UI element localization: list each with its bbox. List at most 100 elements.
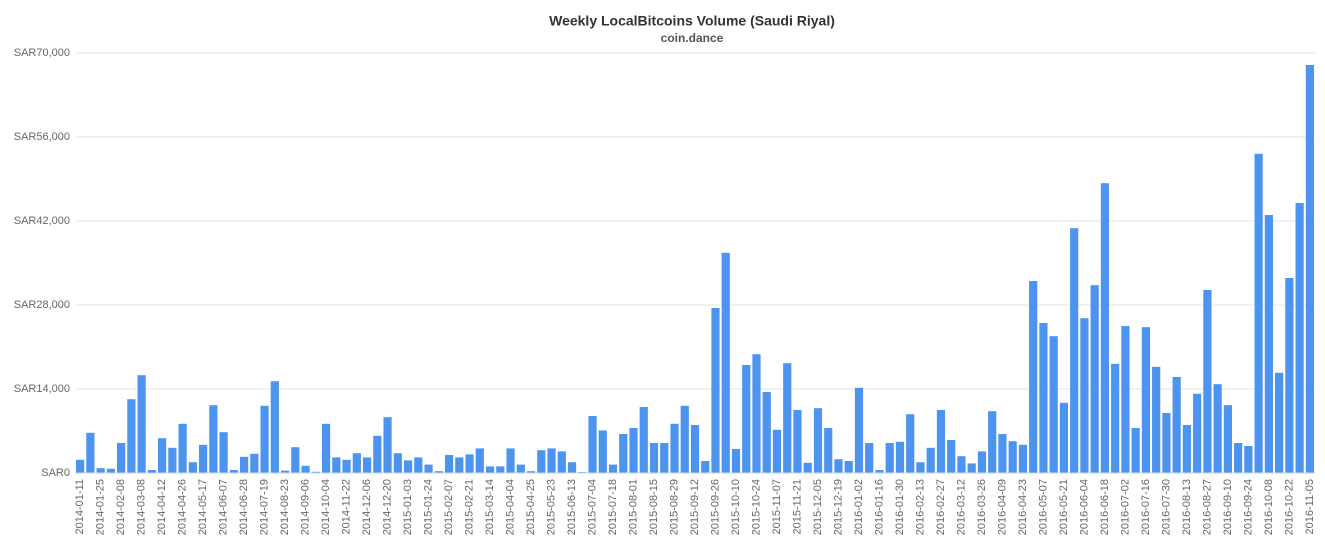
x-tick-label: 2015-11-07 <box>771 479 783 534</box>
bar <box>1131 428 1140 473</box>
bar <box>752 354 761 473</box>
x-tick-label: 2016-01-16 <box>873 479 885 535</box>
x-tick-label: 2016-07-16 <box>1140 479 1152 535</box>
bar <box>1275 372 1284 473</box>
x-tick-label: 2015-06-13 <box>566 479 578 535</box>
y-tick-label: SAR28,000 <box>14 299 70 311</box>
bar <box>260 405 269 473</box>
bar <box>86 432 95 473</box>
x-tick-label: 2016-07-02 <box>1119 479 1131 535</box>
y-tick-label: SAR0 <box>41 467 70 479</box>
bar <box>557 451 566 473</box>
x-tick-label: 2015-01-03 <box>402 479 414 535</box>
bar <box>885 443 894 473</box>
x-tick-label: 2015-12-19 <box>832 479 844 535</box>
x-tick-label: 2015-08-15 <box>648 479 660 535</box>
bar <box>117 443 126 473</box>
bar <box>988 411 997 473</box>
x-tick-label: 2015-08-29 <box>668 479 680 535</box>
y-tick-label: SAR70,000 <box>14 47 70 59</box>
bar <box>947 440 956 473</box>
bar <box>1254 153 1263 474</box>
x-tick-label: 2015-05-23 <box>545 479 557 535</box>
bar <box>690 425 700 473</box>
bar <box>998 434 1007 473</box>
bar <box>1305 65 1314 473</box>
x-tick-label: 2016-09-10 <box>1222 479 1234 535</box>
bar <box>865 443 874 473</box>
bar <box>1295 203 1304 473</box>
bar <box>496 466 505 473</box>
bar <box>137 375 146 473</box>
bar <box>1162 413 1171 473</box>
bar <box>506 448 515 473</box>
bar <box>1182 425 1191 473</box>
bar <box>1090 285 1099 473</box>
bar <box>629 428 638 473</box>
bar <box>793 410 802 473</box>
bar <box>127 399 136 473</box>
bar <box>1223 405 1232 473</box>
y-tick-label: SAR14,000 <box>14 383 70 395</box>
bar <box>1244 446 1253 473</box>
bar <box>721 252 730 473</box>
bar <box>608 464 618 473</box>
x-tick-label: 2014-05-17 <box>197 479 209 535</box>
x-tick-label: 2016-03-12 <box>955 479 967 535</box>
bar <box>516 464 525 473</box>
x-tick-label: 2015-02-07 <box>443 479 455 535</box>
bar <box>957 456 966 473</box>
bar <box>444 455 454 473</box>
x-tick-label: 2016-11-05 <box>1304 479 1316 534</box>
bar <box>1234 443 1243 473</box>
bar <box>373 435 382 473</box>
x-tick-label: 2016-08-13 <box>1181 479 1193 535</box>
x-tick-label: 2015-07-04 <box>586 479 598 535</box>
bar <box>906 414 915 473</box>
bar <box>291 447 300 473</box>
bar <box>1049 336 1058 473</box>
x-tick-label: 2016-06-18 <box>1099 479 1111 535</box>
bar <box>455 457 464 473</box>
bar <box>731 449 741 473</box>
bar <box>1018 444 1028 473</box>
x-tick-label: 2015-09-12 <box>689 479 701 535</box>
bar <box>403 460 413 473</box>
bar <box>465 454 474 473</box>
bar <box>1070 228 1079 473</box>
x-tick-label: 2014-04-26 <box>177 479 189 535</box>
x-tick-label: 2014-03-08 <box>136 479 148 535</box>
x-tick-label: 2014-06-07 <box>218 479 230 535</box>
bar <box>526 471 536 473</box>
bar <box>178 423 187 473</box>
bar <box>76 459 85 473</box>
x-tick-label: 2014-04-12 <box>156 479 168 535</box>
chart-title: Weekly LocalBitcoins Volume (Saudi Riyal… <box>549 13 835 29</box>
x-tick-label: 2015-07-18 <box>607 479 619 535</box>
x-tick-label: 2015-02-21 <box>463 479 475 535</box>
bar <box>270 381 279 473</box>
bar <box>1059 402 1069 473</box>
bar <box>875 470 884 473</box>
bar <box>639 407 648 473</box>
x-tick-label: 2016-07-30 <box>1160 479 1172 535</box>
bar <box>1121 326 1130 473</box>
bar <box>280 470 290 473</box>
bar <box>383 417 392 473</box>
bar <box>393 453 402 473</box>
bar <box>239 456 249 473</box>
bar <box>844 461 853 473</box>
x-tick-label: 2014-08-23 <box>279 479 291 535</box>
bar <box>916 462 925 473</box>
x-tick-label: 2016-10-08 <box>1263 479 1275 535</box>
x-tick-label: 2014-01-11 <box>74 479 86 534</box>
x-tick-label: 2014-06-28 <box>238 479 250 535</box>
bar <box>219 432 228 473</box>
x-tick-label: 2014-02-08 <box>115 479 127 535</box>
bar <box>762 392 771 473</box>
y-tick-label: SAR56,000 <box>14 131 70 143</box>
bar <box>701 461 710 473</box>
bar <box>1203 290 1212 473</box>
bar <box>485 466 495 473</box>
